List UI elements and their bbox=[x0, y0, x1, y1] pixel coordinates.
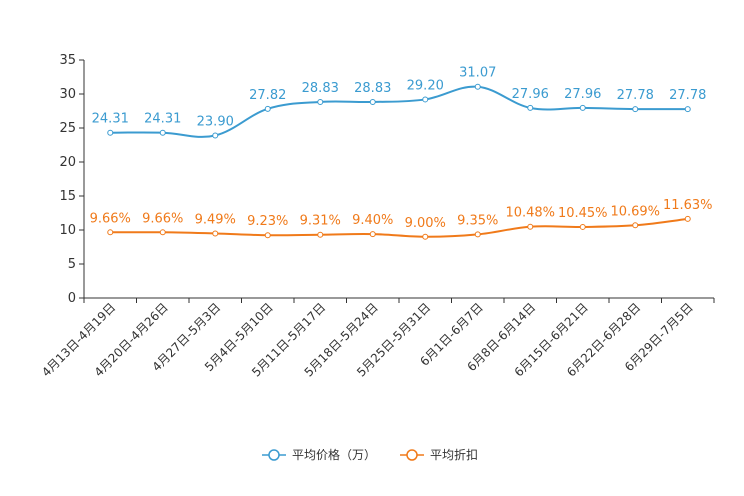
data-label: 29.20 bbox=[407, 78, 444, 93]
data-label: 9.31% bbox=[300, 214, 341, 229]
legend-label: 平均价格（万） bbox=[292, 447, 376, 462]
data-point bbox=[159, 129, 166, 136]
data-label: 27.96 bbox=[564, 87, 601, 102]
data-point bbox=[684, 215, 691, 222]
data-label: 11.63% bbox=[663, 198, 713, 213]
data-label: 24.31 bbox=[144, 112, 181, 127]
data-label: 27.78 bbox=[617, 88, 654, 103]
data-label: 9.23% bbox=[247, 214, 288, 229]
series-1: 9.66% 9.66% 9.49% 9.23% 9.31% 9.40% 9.00% 9.35%… bbox=[90, 198, 713, 240]
series-line bbox=[110, 85, 688, 138]
y-tick-label: 15 bbox=[59, 189, 76, 204]
data-label: 27.78 bbox=[669, 88, 706, 103]
data-label: 31.07 bbox=[459, 66, 496, 81]
data-label: 9.66% bbox=[90, 211, 131, 226]
data-point bbox=[579, 104, 586, 111]
data-label: 9.66% bbox=[142, 211, 183, 226]
y-tick-label: 10 bbox=[59, 223, 76, 238]
y-tick-label: 35 bbox=[59, 53, 76, 68]
data-point bbox=[527, 223, 534, 230]
data-point bbox=[579, 223, 586, 230]
series-layer: 24.31 24.31 23.90 27.82 28.83 28.83 29.20 31.07… bbox=[90, 66, 713, 240]
data-point bbox=[632, 222, 639, 229]
y-tick-label: 0 bbox=[68, 291, 76, 306]
data-point bbox=[632, 106, 639, 113]
legend-marker bbox=[268, 449, 280, 461]
data-label: 27.82 bbox=[249, 88, 286, 103]
data-point bbox=[212, 132, 219, 139]
data-point bbox=[212, 230, 219, 237]
legend-label: 平均折扣 bbox=[430, 447, 478, 462]
series-line bbox=[110, 217, 688, 238]
data-point bbox=[264, 232, 271, 239]
legend-marker bbox=[406, 449, 418, 461]
data-label: 9.35% bbox=[457, 213, 498, 228]
y-tick-label: 5 bbox=[68, 257, 76, 272]
y-tick-label: 30 bbox=[59, 87, 76, 102]
data-label: 9.49% bbox=[195, 212, 236, 227]
data-point bbox=[317, 231, 324, 238]
data-point bbox=[474, 83, 481, 90]
data-label: 10.48% bbox=[505, 206, 555, 221]
y-tick-label: 25 bbox=[59, 121, 76, 136]
data-label: 9.40% bbox=[352, 213, 393, 228]
data-label: 9.00% bbox=[405, 216, 446, 231]
data-label: 23.90 bbox=[197, 114, 234, 129]
data-label: 27.96 bbox=[512, 87, 549, 102]
data-label: 24.31 bbox=[92, 112, 129, 127]
data-point bbox=[474, 231, 481, 238]
series-0: 24.31 24.31 23.90 27.82 28.83 28.83 29.20 31.07… bbox=[92, 66, 706, 139]
data-label: 10.69% bbox=[610, 204, 660, 219]
y-tick-label: 20 bbox=[59, 155, 76, 170]
data-point bbox=[527, 104, 534, 111]
data-point bbox=[684, 106, 691, 113]
legend-item-0: 平均价格（万） bbox=[262, 447, 376, 462]
data-point bbox=[159, 229, 166, 236]
data-point bbox=[264, 105, 271, 112]
data-point bbox=[422, 96, 429, 103]
data-point bbox=[107, 129, 114, 136]
legend-item-1: 平均折扣 bbox=[400, 447, 478, 462]
data-label: 10.45% bbox=[558, 206, 608, 221]
legend: 平均价格（万） 平均折扣 bbox=[262, 447, 478, 462]
data-point bbox=[107, 229, 114, 236]
data-point bbox=[422, 233, 429, 240]
data-label: 28.83 bbox=[302, 81, 339, 96]
data-label: 28.83 bbox=[354, 81, 391, 96]
data-point bbox=[369, 231, 376, 238]
data-point bbox=[369, 98, 376, 105]
data-point bbox=[317, 98, 324, 105]
